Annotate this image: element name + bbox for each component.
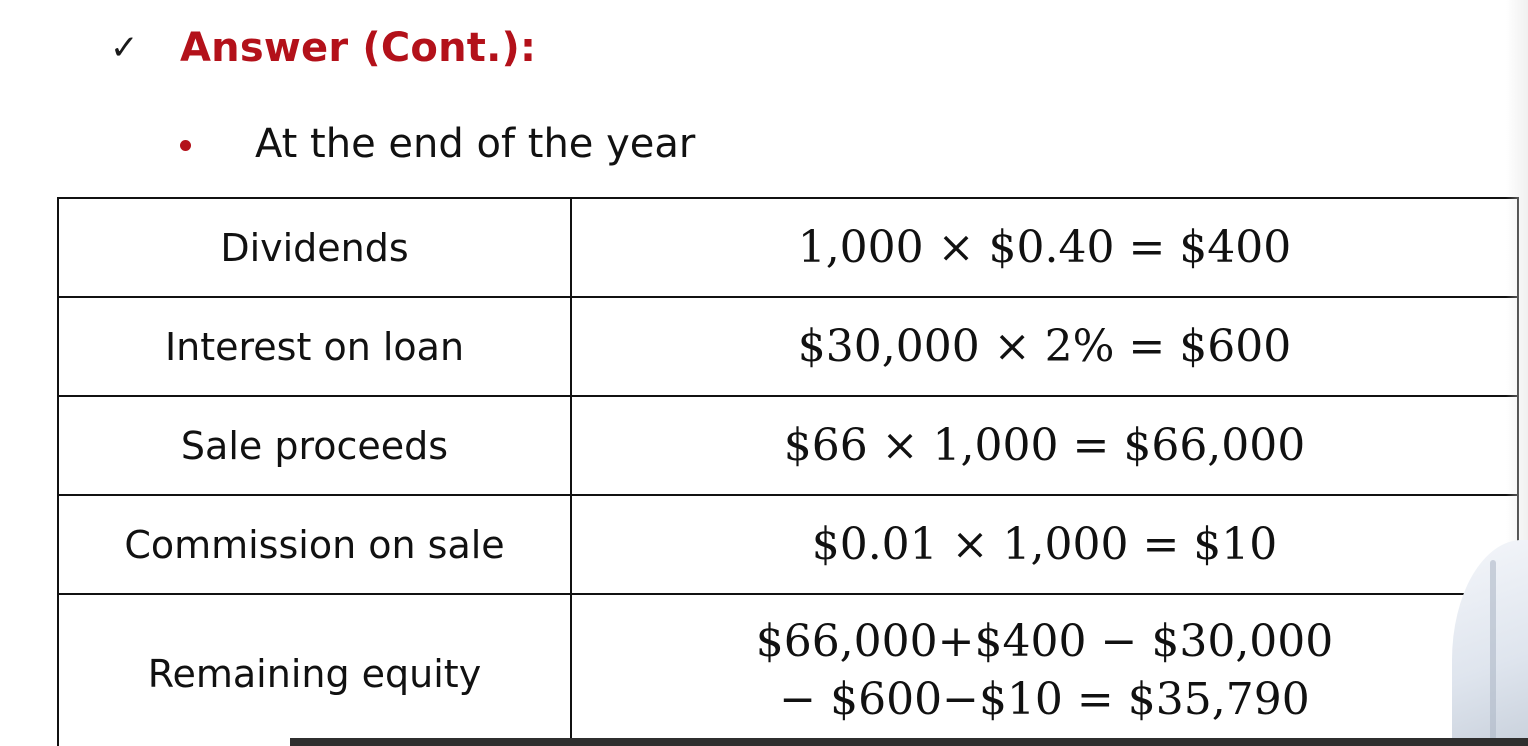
row-label: Sale proceeds bbox=[57, 395, 572, 496]
table-row: Sale proceeds $66 × 1,000 = $66,000 bbox=[57, 395, 1519, 496]
row-label: Dividends bbox=[57, 197, 572, 298]
row-label: Interest on loan bbox=[57, 296, 572, 397]
bullet-dot-icon bbox=[180, 139, 191, 151]
table-row: Commission on sale $0.01 × 1,000 = $10 bbox=[57, 494, 1519, 595]
video-control-bar[interactable] bbox=[290, 738, 1528, 746]
bullet-text: At the end of the year bbox=[255, 121, 696, 167]
slide-heading: ✓ Answer (Cont.): bbox=[110, 18, 536, 78]
table-row: Interest on loan $30,000 × 2% = $600 bbox=[57, 296, 1519, 397]
table-row: Dividends 1,000 × $0.40 = $400 bbox=[57, 197, 1519, 298]
presenter-shirt-fold bbox=[1490, 560, 1496, 740]
checkmark-icon: ✓ bbox=[110, 28, 139, 68]
formula-line: $30,000 × 2% = $600 bbox=[797, 320, 1292, 372]
slide-title: Answer (Cont.): bbox=[180, 25, 537, 71]
row-formula: $66,000+$400 − $30,000 − $600−$10 = $35,… bbox=[570, 593, 1519, 746]
row-label: Remaining equity bbox=[57, 593, 572, 746]
calculation-table: Dividends 1,000 × $0.40 = $400 Interest … bbox=[57, 197, 1519, 746]
row-label: Commission on sale bbox=[57, 494, 572, 595]
formula-line: $66,000+$400 − $30,000 bbox=[755, 616, 1334, 667]
bullet-item: At the end of the year bbox=[180, 116, 695, 172]
table-row: Remaining equity $66,000+$400 − $30,000 … bbox=[57, 593, 1519, 746]
row-formula: $30,000 × 2% = $600 bbox=[570, 296, 1519, 397]
formula-line: − $600−$10 = $35,790 bbox=[779, 674, 1310, 725]
row-formula: $0.01 × 1,000 = $10 bbox=[570, 494, 1519, 595]
row-formula: $66 × 1,000 = $66,000 bbox=[570, 395, 1519, 496]
row-formula: 1,000 × $0.40 = $400 bbox=[570, 197, 1519, 298]
formula-line: 1,000 × $0.40 = $400 bbox=[797, 221, 1292, 273]
formula-line: $0.01 × 1,000 = $10 bbox=[811, 518, 1278, 570]
formula-line: $66 × 1,000 = $66,000 bbox=[783, 419, 1306, 471]
